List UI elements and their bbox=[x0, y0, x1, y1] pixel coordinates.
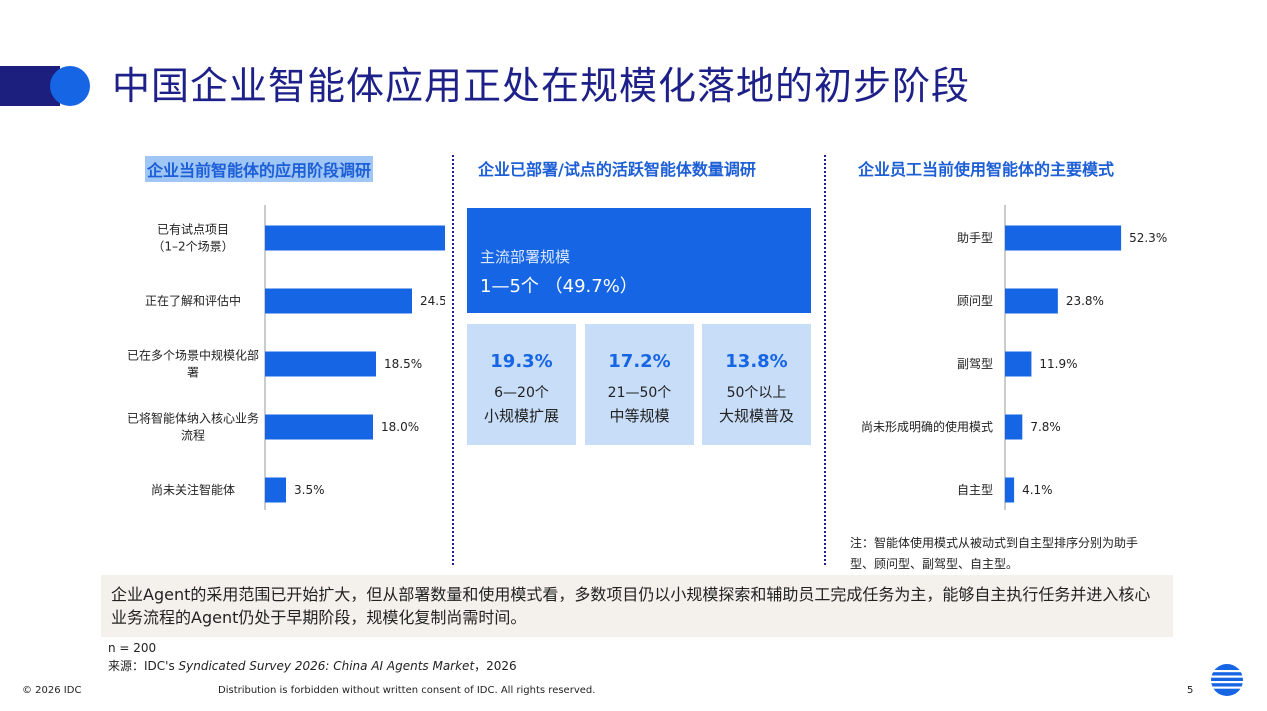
mode-value-label: 11.9% bbox=[1039, 357, 1077, 371]
stage-bar bbox=[265, 225, 445, 251]
scale-box-large: 13.8% 50个以上 大规模普及 bbox=[702, 324, 811, 445]
mode-value-label: 4.1% bbox=[1022, 483, 1053, 497]
usage-mode-bar-chart: 52.3% 助手型 23.8% 顾问型 11.9% 副驾型 7.8% 尚未形成明确的使用模式 4… bbox=[861, 205, 1167, 510]
scale-box-range: 21—50个 bbox=[607, 385, 672, 401]
left-chart-title: 企业当前智能体的应用阶段调研 bbox=[145, 156, 374, 182]
scale-box-percent: 19.3% bbox=[490, 351, 553, 372]
mode-bar bbox=[1005, 351, 1032, 377]
mode-category-label: 顾问型 bbox=[957, 294, 993, 308]
stage-value-label: 24.5% bbox=[420, 294, 445, 308]
page-number: 5 bbox=[1187, 685, 1194, 696]
source-title: Syndicated Survey 2026: China AI Agents … bbox=[178, 659, 475, 673]
scale-box-label: 中等规模 bbox=[609, 407, 670, 425]
mode-bar bbox=[1005, 288, 1058, 314]
sample-size: n = 200 bbox=[108, 641, 157, 655]
mode-value-label: 7.8% bbox=[1030, 420, 1061, 434]
stage-category-label: 已将智能体纳入核心业务 bbox=[127, 411, 259, 426]
stage-value-label: 18.5% bbox=[384, 357, 422, 371]
distribution-notice: Distribution is forbidden without writte… bbox=[218, 685, 596, 696]
mode-value-label: 52.3% bbox=[1129, 231, 1167, 245]
mode-category-label: 尚未形成明确的使用模式 bbox=[861, 419, 993, 434]
right-chart-title: 企业员工当前使用智能体的主要模式 bbox=[858, 160, 1115, 179]
idc-globe-logo-icon bbox=[1210, 664, 1244, 696]
scale-box-small: 19.3% 6—20个 小规模扩展 bbox=[467, 324, 576, 445]
page-title: 中国企业智能体应用正处在规模化落地的初步阶段 bbox=[112, 64, 971, 108]
mainstream-deployment-box: 主流部署规模 1—5个 （49.7%） bbox=[467, 208, 811, 313]
mode-category-label: 副驾型 bbox=[957, 357, 993, 371]
stage-bar bbox=[265, 414, 373, 440]
summary-text: 企业Agent的采用范围已开始扩大，但从部署数量和使用模式看，多数项目仍以小规模… bbox=[101, 575, 1173, 637]
stage-category-label: 署 bbox=[187, 366, 199, 380]
scale-box-range: 50个以上 bbox=[726, 385, 787, 401]
stage-category-label: 正在了解和评估中 bbox=[145, 293, 241, 308]
middle-panel-title: 企业已部署/试点的活跃智能体数量调研 bbox=[478, 160, 756, 179]
source-prefix: 来源：IDC's bbox=[108, 659, 179, 673]
stage-bar-chart: 35.5%已有试点项目（1–2个场景）24.5%正在了解和评估中18.5%已在多… bbox=[127, 205, 445, 510]
scale-box-medium: 17.2% 21—50个 中等规模 bbox=[585, 324, 694, 445]
scale-box-label: 大规模普及 bbox=[718, 407, 794, 425]
mode-bar bbox=[1005, 477, 1015, 503]
stage-bar bbox=[265, 288, 412, 314]
stage-category-label: 流程 bbox=[181, 428, 205, 443]
stage-value-label: 3.5% bbox=[294, 483, 325, 497]
header-accent-dot bbox=[50, 66, 90, 106]
scale-box-range: 6—20个 bbox=[494, 385, 549, 401]
scale-box-percent: 17.2% bbox=[608, 351, 671, 372]
scale-box-label: 小规模扩展 bbox=[483, 407, 559, 425]
mode-bar bbox=[1005, 225, 1122, 251]
source-suffix: ，2026 bbox=[474, 659, 517, 673]
mode-value-label: 23.8% bbox=[1066, 294, 1104, 308]
source-citation: 来源：IDC's Syndicated Survey 2026: China A… bbox=[108, 657, 517, 674]
divider-left bbox=[452, 155, 454, 565]
stage-category-label: 已在多个场景中规模化部 bbox=[127, 348, 259, 363]
mode-bar bbox=[1005, 414, 1023, 440]
stage-category-label: 已有试点项目 bbox=[157, 222, 229, 237]
mode-category-label: 助手型 bbox=[957, 231, 993, 245]
copyright: © 2026 IDC bbox=[22, 685, 82, 696]
stage-value-label: 18.0% bbox=[381, 420, 419, 434]
usage-mode-note: 注：智能体使用模式从被动式到自主型排序分别为助手型、顾问型、副驾型、自主型。 bbox=[850, 536, 1139, 571]
stage-category-label: （1–2个场景） bbox=[152, 240, 233, 254]
mainstream-value: 1—5个 （49.7%） bbox=[480, 276, 638, 297]
divider-right bbox=[824, 155, 826, 565]
stage-bar bbox=[265, 477, 286, 503]
mode-category-label: 自主型 bbox=[957, 483, 993, 497]
stage-category-label: 尚未关注智能体 bbox=[151, 482, 235, 497]
stage-bar bbox=[265, 351, 376, 377]
mainstream-label: 主流部署规模 bbox=[480, 248, 571, 266]
scale-box-percent: 13.8% bbox=[725, 351, 788, 372]
